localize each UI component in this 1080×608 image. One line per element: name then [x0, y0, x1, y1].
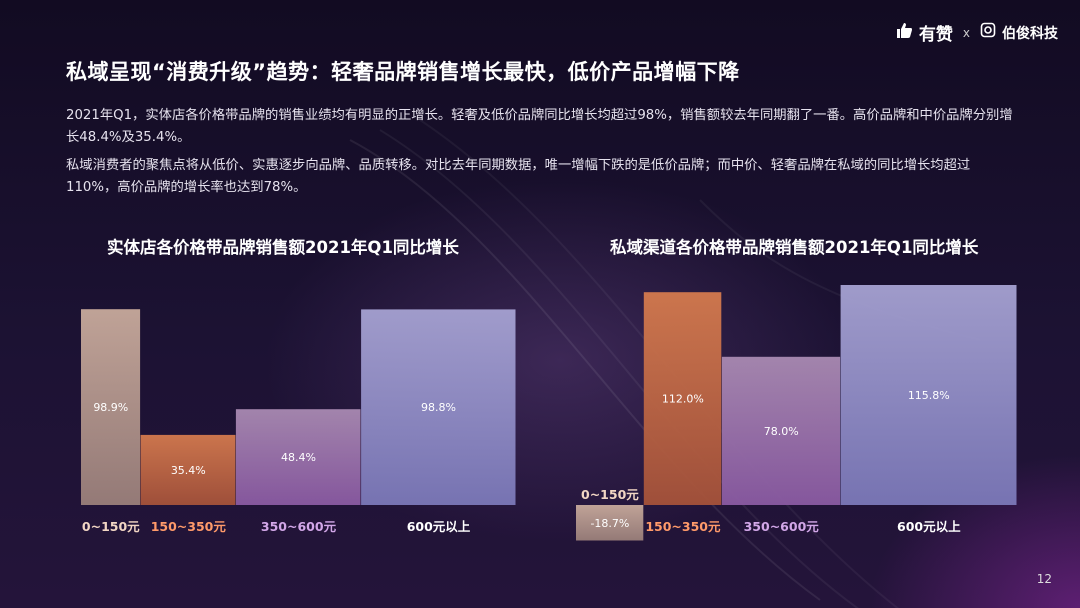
- page-title: 私域呈现“消费升级”趋势：轻奢品牌销售增长最快，低价产品增幅下降: [66, 60, 740, 84]
- bojun-logo-icon: [980, 22, 996, 43]
- chart-1-category-label-4: 600元以上: [407, 519, 471, 534]
- chart-1-bar-1: [81, 309, 141, 505]
- chart-2-category-label-2: 150~350元: [645, 519, 721, 534]
- chart-2-value-label-3: 78.0%: [764, 425, 799, 438]
- paragraph-1: 2021年Q1，实体店各价格带品牌的销售业绩均有明显的正增长。轻奢及低价品牌同比…: [66, 108, 1013, 145]
- chart-2-bar-3: [721, 356, 841, 505]
- chart-2-title: 私域渠道各价格带品牌销售额2021年Q1同比增长: [610, 238, 979, 257]
- chart-2-category-label-1: 0~150元: [581, 487, 639, 502]
- chart-1-value-label-4: 98.8%: [421, 401, 456, 414]
- chart-2-value-label-4: 115.8%: [908, 389, 950, 402]
- chart-1-value-label-1: 98.9%: [93, 401, 128, 414]
- chart-1-bar-3: [235, 409, 361, 505]
- chart-2-category-label-4: 600元以上: [897, 519, 961, 534]
- brand-name-2: 伯俊科技: [1002, 25, 1058, 42]
- chart-1-category-label-2: 150~350元: [151, 519, 227, 534]
- chart-2-bar-2: [643, 292, 722, 505]
- chart-1-title: 实体店各价格带品牌销售额2021年Q1同比增长: [107, 238, 459, 257]
- chart-1-bar-4: [361, 309, 516, 505]
- chart-1-bar-2: [140, 434, 236, 505]
- brand-separator: x: [962, 25, 970, 40]
- paragraph-2: 私域消费者的聚焦点将从低价、实惠逐步向品牌、品质转移。对比去年同期数据，唯一增幅…: [66, 158, 971, 195]
- brand-header: 有赞 x 伯俊科技: [895, 20, 1058, 45]
- chart-1-category-label-1: 0~150元: [82, 519, 140, 534]
- thumbs-up-icon: [895, 21, 913, 44]
- chart-2-bar-1: [576, 505, 644, 541]
- chart-2-value-label-1: -18.7%: [590, 517, 629, 530]
- chart-2-category-label-3: 350~600元: [744, 519, 820, 534]
- brand-name-1: 有赞: [918, 25, 953, 45]
- chart-2-bar-4: [840, 285, 1017, 505]
- chart-2-value-label-2: 112.0%: [662, 393, 704, 406]
- chart-1-category-label-3: 350~600元: [261, 519, 337, 534]
- chart-1-value-label-2: 35.4%: [171, 464, 206, 477]
- chart-1-value-label-3: 48.4%: [281, 451, 316, 464]
- page-number: 12: [1036, 572, 1052, 586]
